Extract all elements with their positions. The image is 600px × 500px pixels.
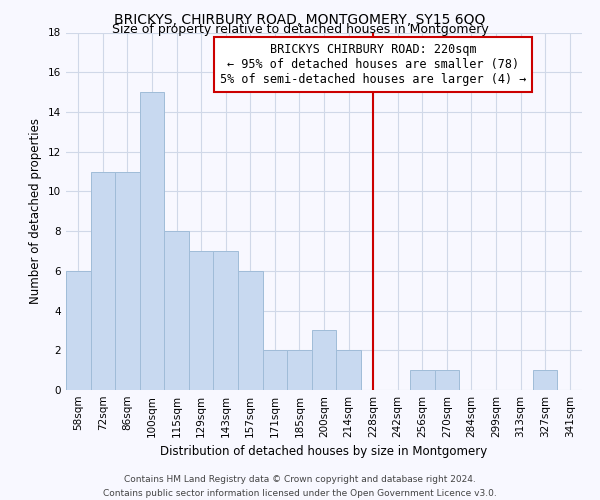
Text: BRICKYS, CHIRBURY ROAD, MONTGOMERY, SY15 6QQ: BRICKYS, CHIRBURY ROAD, MONTGOMERY, SY15… [115,12,485,26]
Bar [140,92,164,390]
Bar [287,350,312,390]
Y-axis label: Number of detached properties: Number of detached properties [29,118,43,304]
Bar [533,370,557,390]
Bar [336,350,361,390]
Bar [434,370,459,390]
Bar [214,251,238,390]
Bar [91,172,115,390]
Bar [189,251,214,390]
Bar [238,271,263,390]
Bar [164,231,189,390]
Text: BRICKYS CHIRBURY ROAD: 220sqm
← 95% of detached houses are smaller (78)
5% of se: BRICKYS CHIRBURY ROAD: 220sqm ← 95% of d… [220,43,526,86]
Bar [410,370,434,390]
Text: Contains HM Land Registry data © Crown copyright and database right 2024.
Contai: Contains HM Land Registry data © Crown c… [103,476,497,498]
X-axis label: Distribution of detached houses by size in Montgomery: Distribution of detached houses by size … [160,446,488,458]
Bar [312,330,336,390]
Bar [66,271,91,390]
Text: Size of property relative to detached houses in Montgomery: Size of property relative to detached ho… [112,22,488,36]
Bar [263,350,287,390]
Bar [115,172,140,390]
